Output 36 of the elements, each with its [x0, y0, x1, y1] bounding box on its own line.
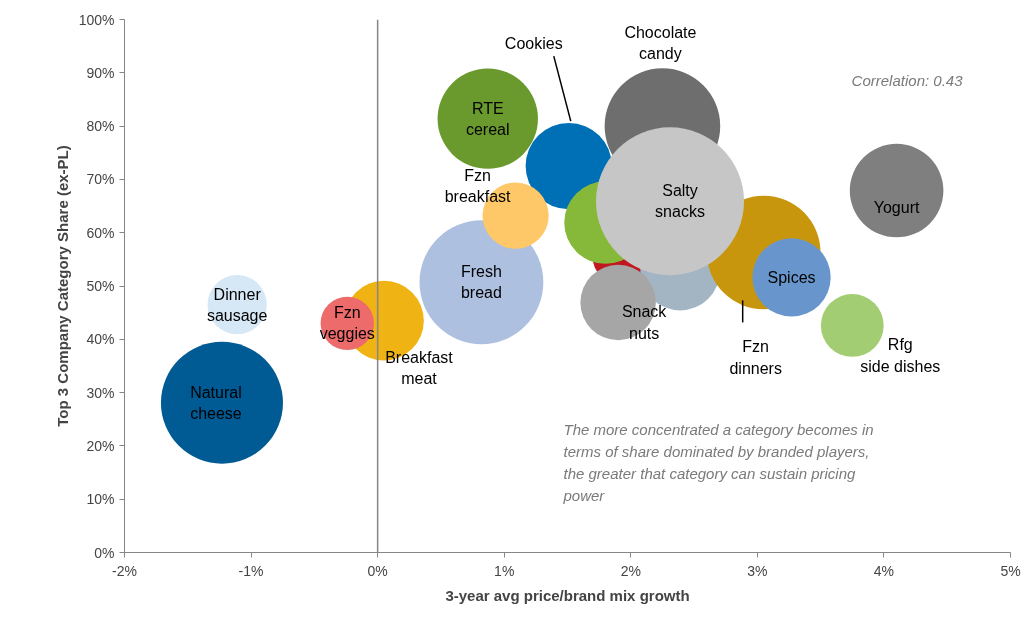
x-tick-label: 3%: [747, 562, 768, 579]
series-label: Breakfast meat: [385, 348, 454, 387]
series-label: Chocolate candy: [624, 23, 697, 63]
y-axis-title: Top 3 Company Category Share (ex-PL): [53, 145, 71, 427]
series-label: RTE cereal: [465, 99, 510, 138]
y-tick-label: 70%: [86, 171, 115, 188]
y-tick-label: 40%: [86, 331, 115, 348]
y-tick-label: 50%: [86, 278, 115, 294]
y-tick-label: 10%: [86, 491, 115, 508]
x-tick-label: -2%: [112, 562, 137, 579]
series-label: Spices: [767, 268, 816, 286]
series-label: Snack nuts: [621, 303, 668, 342]
annotation: Correlation: 0.43: [851, 72, 964, 89]
x-tick-label: 2%: [620, 562, 641, 579]
x-tick-label: -1%: [238, 562, 264, 579]
x-tick-label: 4%: [873, 562, 895, 579]
y-tick-label: 30%: [86, 384, 115, 401]
y-tick-label: 20%: [86, 437, 115, 454]
series-label: Dinner sausage: [206, 285, 268, 324]
x-tick-label: 5%: [1000, 562, 1021, 579]
series-label: Rfg side dishes: [860, 336, 941, 375]
text: Cookies: [504, 34, 563, 52]
x-tick-label: 0%: [367, 562, 388, 579]
series-label: Yogurt: [873, 199, 920, 217]
y-tick-label: 80%: [86, 118, 115, 135]
series-label: Fzn dinners: [729, 338, 782, 377]
x-tick-label: 1%: [494, 562, 515, 579]
x-axis-title: 3-year avg price/brand mix growth: [445, 586, 690, 604]
series-label: Natural cheese: [190, 383, 242, 422]
annotation: The more concentrated a category becomes in terms of share dominated by branded players, the greater that category can sustain pricing power: [562, 420, 874, 504]
y-tick-label: 60%: [86, 224, 115, 241]
series-label: Fresh bread: [460, 263, 502, 302]
y-tick-label: 0%: [94, 544, 115, 561]
y-tick-label: 100%: [78, 11, 115, 28]
y-tick-label: 90%: [86, 64, 115, 81]
series-label: Salty snacks: [655, 182, 705, 221]
